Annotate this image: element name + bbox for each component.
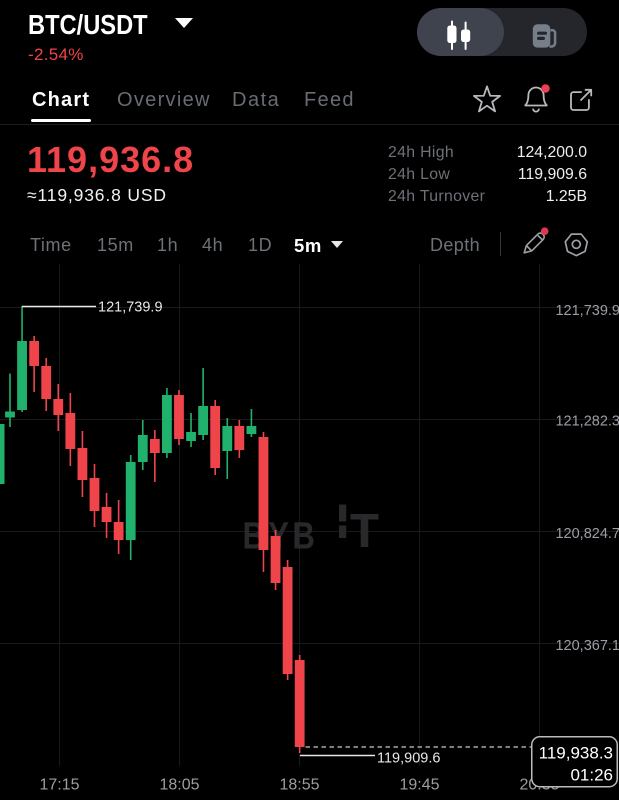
svg-text:18:55: 18:55 [279, 777, 319, 794]
svg-text:19:45: 19:45 [399, 777, 439, 794]
svg-text:18:05: 18:05 [159, 777, 199, 794]
svg-text:17:15: 17:15 [39, 777, 79, 794]
svg-text:119,909.6: 119,909.6 [377, 751, 440, 767]
svg-text:120,824.7: 120,824.7 [555, 526, 619, 542]
svg-text:01:26: 01:26 [570, 766, 613, 785]
svg-text:121,739.9: 121,739.9 [555, 303, 619, 319]
svg-text:120,367.1: 120,367.1 [555, 638, 619, 654]
svg-text:121,282.3: 121,282.3 [555, 414, 619, 430]
svg-text:119,938.3: 119,938.3 [539, 744, 613, 763]
svg-text:121,739.9: 121,739.9 [98, 300, 163, 316]
